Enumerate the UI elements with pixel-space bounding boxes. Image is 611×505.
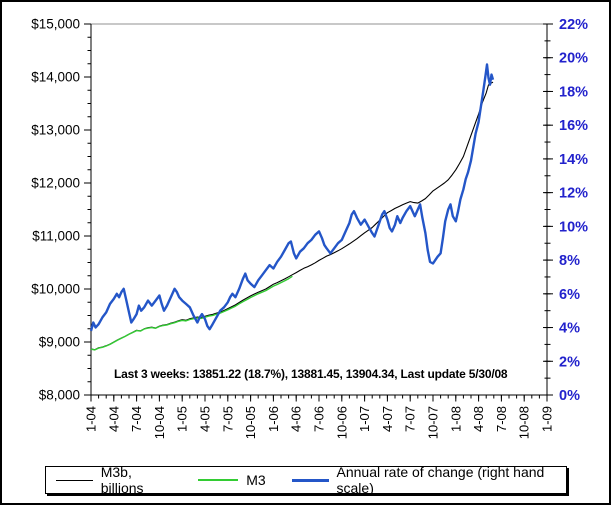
x-axis-label: 1-05 bbox=[175, 406, 190, 432]
left-axis-label: $14,000 bbox=[31, 70, 80, 85]
x-axis-label: 7-07 bbox=[403, 406, 418, 432]
x-axis-label: 4-08 bbox=[471, 406, 486, 432]
m3-money-supply-chart: $15,000 $14,000 $13,000 $12,000 $11,000 $10,0… bbox=[31, 17, 588, 440]
x-axis-label: 10-06 bbox=[334, 406, 349, 439]
x-axis-label: 10-08 bbox=[517, 406, 532, 439]
x-axis-label: 1-09 bbox=[540, 406, 555, 432]
last-3-weeks-annotation: Last 3 weeks: 13851.22 (18.7%), 13881.45… bbox=[114, 367, 508, 381]
x-axis-label: 4-06 bbox=[289, 406, 304, 432]
right-axis-label: 18% bbox=[559, 84, 588, 100]
x-axis-label: 1-04 bbox=[84, 406, 99, 432]
x-axis-label: 4-07 bbox=[380, 406, 395, 432]
m3-line-swatch-icon bbox=[198, 479, 239, 481]
right-axis-label: 14% bbox=[559, 152, 588, 168]
left-axis-label: $11,000 bbox=[32, 229, 80, 244]
legend-label-rate: Annual rate of change (right hand scale) bbox=[336, 464, 545, 496]
left-axis-label: $9,000 bbox=[39, 335, 80, 350]
x-axis-label: 1-06 bbox=[266, 406, 281, 432]
x-axis-label: 10-04 bbox=[152, 406, 167, 439]
x-axis-label: 10-05 bbox=[243, 406, 258, 439]
legend-item-m3: M3 bbox=[198, 472, 266, 488]
x-axis-label: 4-04 bbox=[106, 406, 121, 432]
chart-legend: M3b, billions M3 Annual rate of change (… bbox=[45, 464, 567, 496]
right-axis-label: 6% bbox=[559, 287, 580, 303]
right-axis-label: 20% bbox=[559, 51, 588, 67]
legend-label-m3b: M3b, billions bbox=[100, 464, 144, 496]
legend-item-m3b: M3b, billions bbox=[56, 464, 172, 496]
right-axis-label: 16% bbox=[559, 118, 588, 134]
x-axis-label: 7-05 bbox=[220, 406, 235, 432]
m3b-line-swatch-icon bbox=[56, 479, 93, 481]
right-axis-label: 10% bbox=[559, 219, 588, 235]
right-axis-label: 22% bbox=[559, 17, 588, 33]
series-line-annual bbox=[89, 63, 495, 332]
left-axis-label: $12,000 bbox=[31, 176, 80, 191]
legend-item-rate: Annual rate of change (right hand scale) bbox=[291, 464, 566, 496]
left-axis-label: $10,000 bbox=[31, 282, 80, 297]
rate-line-swatch-icon bbox=[291, 478, 329, 482]
right-axis-label: 8% bbox=[559, 253, 580, 269]
x-axis-label: 4-05 bbox=[198, 406, 213, 432]
left-axis-label: $15,000 bbox=[31, 17, 80, 32]
legend-label-m3: M3 bbox=[246, 472, 266, 488]
x-axis-label: 1-07 bbox=[357, 406, 372, 432]
x-axis-label: 10-07 bbox=[426, 406, 441, 439]
left-axis-label: $8,000 bbox=[39, 388, 80, 403]
right-axis-label: 2% bbox=[559, 354, 580, 370]
x-axis-label: 7-06 bbox=[312, 406, 327, 432]
x-axis-label: 7-04 bbox=[129, 406, 144, 432]
x-axis-label: 7-08 bbox=[494, 406, 509, 432]
left-axis-label: $13,000 bbox=[31, 123, 80, 138]
right-axis-label: 4% bbox=[559, 321, 580, 337]
x-axis-label: 1-08 bbox=[448, 406, 463, 432]
right-axis-label: 12% bbox=[559, 186, 588, 202]
series-line-m3b bbox=[90, 81, 494, 351]
right-axis-label: 0% bbox=[559, 388, 580, 404]
series-line-m3 bbox=[90, 275, 293, 351]
